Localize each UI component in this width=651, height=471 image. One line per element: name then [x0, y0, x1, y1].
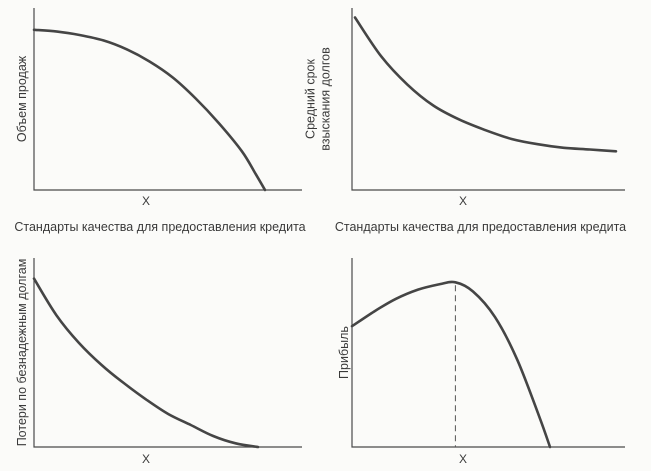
x-tick-label: X — [142, 194, 150, 208]
series-line — [32, 277, 260, 449]
axes — [33, 8, 302, 191]
x-tick-label: X — [459, 452, 467, 466]
y-axis-label: Потери по безнадежным долгам — [15, 259, 29, 447]
axes — [351, 8, 625, 191]
axes — [33, 258, 302, 448]
y-axis-label: Объем продаж — [15, 55, 29, 142]
panel-sales-volume: X Объем продаж Стандарты качества для пред… — [14, 8, 306, 234]
y-axis-label: Прибыль — [337, 326, 351, 379]
panel-collection-period: X Средний сроквзыскания долгов Стандарты к… — [304, 8, 626, 234]
y-axis-label: Средний сроквзыскания долгов — [304, 47, 333, 151]
x-axis-label: Стандарты качества для предоставления кр… — [14, 220, 305, 234]
panel-bad-debt-losses: X Потери по безнадежным долгам — [15, 258, 302, 466]
x-axis-label: Стандарты качества для предоставления кр… — [335, 220, 626, 234]
series-line — [32, 28, 267, 192]
series-line — [353, 16, 618, 153]
x-tick-label: X — [142, 452, 150, 466]
x-tick-label: X — [459, 194, 467, 208]
panel-profit: X Прибыль — [337, 258, 625, 466]
axes — [351, 258, 625, 448]
series-line — [350, 280, 552, 449]
